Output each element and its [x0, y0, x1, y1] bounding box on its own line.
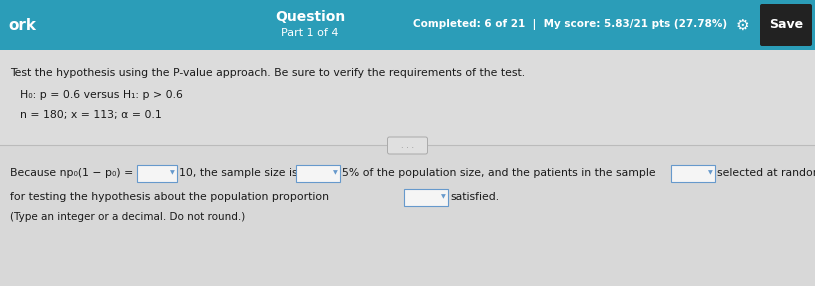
Text: Question: Question	[275, 10, 345, 24]
Text: Because np₀(1 − p₀) =: Because np₀(1 − p₀) =	[10, 168, 133, 178]
FancyBboxPatch shape	[404, 188, 448, 206]
FancyBboxPatch shape	[137, 164, 177, 182]
Text: 5% of the population size, and the patients in the sample: 5% of the population size, and the patie…	[342, 168, 655, 178]
FancyBboxPatch shape	[387, 137, 428, 154]
Text: for testing the hypothesis about the population proportion: for testing the hypothesis about the pop…	[10, 192, 329, 202]
FancyBboxPatch shape	[671, 164, 715, 182]
Text: ork: ork	[8, 17, 36, 33]
Text: Test the hypothesis using the P-value approach. Be sure to verify the requiremen: Test the hypothesis using the P-value ap…	[10, 68, 525, 78]
Text: Completed: 6 of 21  |  My score: 5.83/21 pts (27.78%): Completed: 6 of 21 | My score: 5.83/21 p…	[413, 19, 727, 31]
Text: Part 1 of 4: Part 1 of 4	[281, 28, 339, 38]
Text: ▼: ▼	[441, 194, 445, 200]
Text: . . .: . . .	[401, 142, 414, 150]
Bar	[0, 50, 815, 145]
Text: ⚙: ⚙	[735, 17, 749, 33]
Text: H₀: p = 0.6 versus H₁: p > 0.6: H₀: p = 0.6 versus H₁: p > 0.6	[20, 90, 183, 100]
Text: (Type an integer or a decimal. Do not round.): (Type an integer or a decimal. Do not ro…	[10, 212, 245, 222]
Bar	[0, 145, 815, 286]
Bar	[0, 0, 815, 50]
Text: ▼: ▼	[707, 170, 712, 176]
Text: ▼: ▼	[170, 170, 174, 176]
Text: satisfied.: satisfied.	[450, 192, 499, 202]
Text: selected at random, all of the requirements: selected at random, all of the requireme…	[717, 168, 815, 178]
Text: Save: Save	[769, 19, 803, 31]
Bar	[0, 50, 815, 286]
FancyBboxPatch shape	[760, 4, 812, 46]
Text: ▼: ▼	[333, 170, 337, 176]
FancyBboxPatch shape	[296, 164, 340, 182]
Text: 10, the sample size is: 10, the sample size is	[179, 168, 297, 178]
Text: n = 180; x = 113; α = 0.1: n = 180; x = 113; α = 0.1	[20, 110, 161, 120]
